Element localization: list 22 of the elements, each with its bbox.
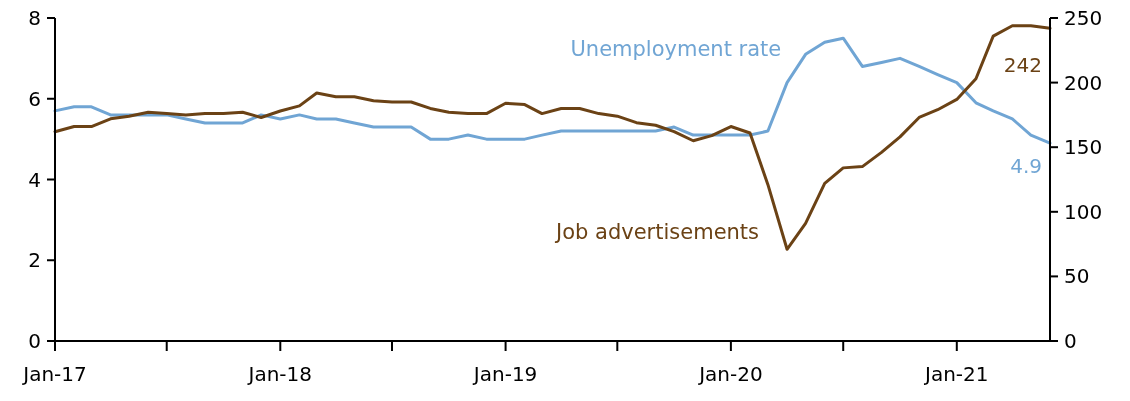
x-tick-label: Jan-20 [697, 362, 763, 386]
x-tick-label: Jan-21 [923, 362, 989, 386]
y2-tick-label: 150 [1064, 135, 1103, 160]
series-label: Unemployment rate [570, 37, 782, 62]
y2-tick-label: 50 [1064, 264, 1090, 289]
line-series [53, 36, 1052, 145]
x-tick-label: Jan-17 [21, 362, 87, 386]
x-tick-label: Jan-19 [471, 362, 538, 386]
data-label: 242 [1003, 53, 1042, 78]
x-tick-label: Jan-18 [246, 362, 313, 386]
y2-tick-label: 100 [1064, 199, 1103, 224]
y-tick-label: 6 [28, 86, 41, 111]
y-tick-label: 8 [28, 6, 41, 30]
y2-tick-label: 0 [1064, 329, 1077, 353]
line-series [53, 24, 1052, 251]
y-tick-label: 0 [28, 329, 41, 353]
y-tick-label: 2 [28, 248, 41, 273]
y2-tick-label: 200 [1064, 70, 1103, 95]
y-tick-label: 4 [28, 167, 41, 192]
data-label: 4.9 [1010, 154, 1042, 179]
series-label: Job advertisements [554, 220, 760, 245]
y2-tick-label: 250 [1064, 6, 1103, 30]
